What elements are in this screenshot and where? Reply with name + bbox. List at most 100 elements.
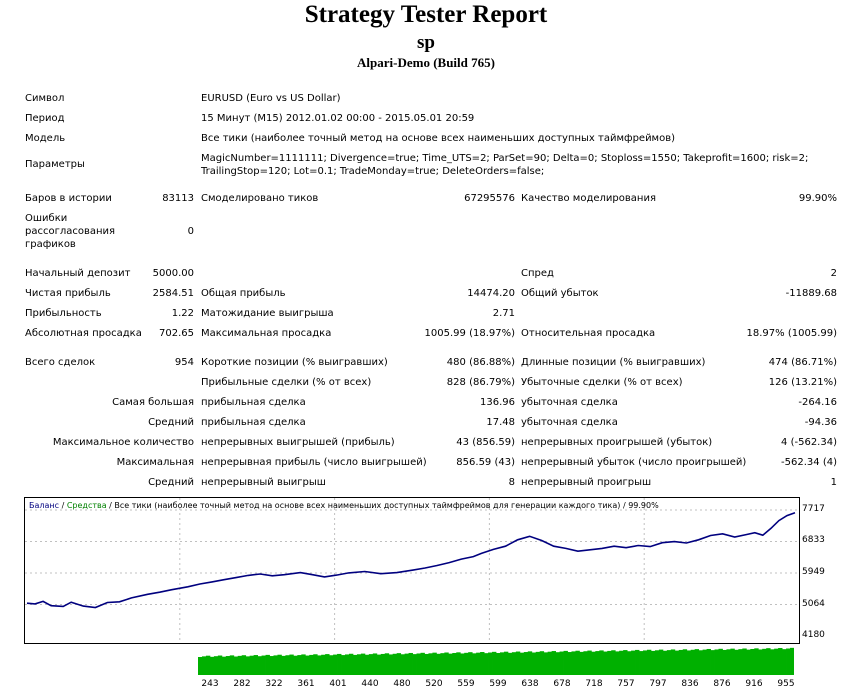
x-tick-label: 836 (681, 679, 699, 689)
volume-bar (356, 654, 362, 675)
volume-bar (690, 649, 696, 675)
volume-bar (416, 653, 421, 675)
volume-bar (396, 653, 402, 675)
volume-bar (615, 651, 620, 675)
deposit-label: Начальный депозит (25, 268, 131, 279)
volume-bar (388, 654, 394, 675)
net-profit-value: 2584.51 (152, 288, 194, 299)
x-tick-label: 599 (489, 679, 507, 689)
volume-bar (309, 654, 314, 675)
volume-bar (488, 652, 493, 675)
volume-bar (507, 652, 513, 675)
volume-bar (790, 647, 794, 675)
volume-bar (221, 656, 227, 675)
max-drawdown-label: Максимальная просадка (201, 328, 332, 339)
abs-drawdown-value: 702.65 (159, 328, 194, 339)
volume-bar (698, 650, 704, 675)
volume-bar (718, 648, 723, 675)
max-consec-profit-label: непрерывная прибыль (число выигрышей) (201, 457, 427, 468)
model-label: Модель (25, 133, 66, 144)
volume-bar (241, 655, 247, 675)
average-profit-value: 17.48 (486, 417, 515, 428)
max-consec-loss-label: непрерывный убыток (число проигрышей) (521, 457, 747, 468)
volume-bar (384, 653, 390, 675)
volume-bar (539, 651, 545, 675)
chart-legend: Баланс / Средства / Все тики (наиболее т… (29, 501, 659, 510)
gross-loss-label: Общий убыток (521, 288, 599, 299)
legend-balance: Баланс (29, 501, 60, 510)
volume-bar (209, 656, 215, 675)
long-positions-value: 474 (86.71%) (768, 357, 837, 368)
legend-description: Все тики (наиболее точный метод на основ… (114, 501, 659, 510)
gross-profit-value: 14474.20 (467, 288, 515, 299)
volume-bar (432, 652, 437, 675)
volume-bar (237, 655, 243, 675)
max-consec-losses-value: 4 (-562.34) (781, 437, 837, 448)
volume-bar (408, 652, 413, 675)
avg-consec-wins-value: 8 (508, 477, 515, 488)
loss-trades-label: Убыточные сделки (% от всех) (521, 377, 683, 388)
volume-bar (579, 651, 584, 675)
volume-bar (313, 654, 318, 675)
max-consec-losses-label: непрерывных проигрышей (убыток) (521, 437, 713, 448)
volume-bar (404, 653, 409, 675)
x-tick-label: 440 (361, 679, 379, 689)
volume-bar (734, 649, 739, 675)
volume-bar (420, 652, 425, 675)
volume-bar (341, 655, 346, 675)
volume-bar (770, 649, 775, 675)
volume-bar (786, 648, 791, 675)
largest-loss-label: убыточная сделка (521, 397, 618, 408)
volume-bar (436, 653, 441, 675)
volume-bar (213, 656, 219, 675)
volume-bar (758, 649, 763, 675)
volume-bar (555, 652, 560, 675)
average-profit-label: прибыльная сделка (201, 417, 306, 428)
largest-profit-label: прибыльная сделка (201, 397, 306, 408)
volume-bar (738, 649, 743, 675)
volume-bar (253, 655, 258, 675)
params-line-1: MagicNumber=1111111; Divergence=true; Ti… (201, 153, 809, 164)
quality-label: Качество моделирования (521, 193, 656, 204)
maximal-label: Максимальная (116, 457, 194, 468)
volume-bar (778, 648, 783, 675)
volume-bar (360, 653, 366, 675)
bars-value: 83113 (162, 193, 194, 204)
volume-bar (424, 653, 429, 675)
errors-value: 0 (187, 226, 194, 237)
volume-bar (527, 651, 533, 675)
volume-bar (217, 655, 223, 675)
y-tick-label: 5064 (802, 598, 825, 609)
volume-bar (317, 655, 322, 675)
legend-separator: / (106, 501, 115, 510)
volume-bar (523, 652, 529, 675)
volume-bar (583, 651, 588, 675)
volume-bar (333, 654, 338, 675)
volume-bar (714, 649, 719, 675)
volume-bar (623, 650, 628, 675)
largest-profit-value: 136.96 (480, 397, 515, 408)
volume-bar (551, 651, 556, 675)
volume-bar (297, 655, 302, 675)
model-value: Все тики (наиболее точный метод на основ… (201, 133, 676, 144)
volume-bar (710, 650, 715, 675)
volume-bar (301, 654, 306, 675)
volume-bar (285, 655, 290, 675)
volume-bar (245, 656, 251, 675)
x-tick-label: 638 (521, 679, 539, 689)
x-tick-label: 797 (649, 679, 667, 689)
balance-chart: Баланс / Средства / Все тики (наиболее т… (24, 497, 800, 644)
short-positions-label: Короткие позиции (% выигравших) (201, 357, 388, 368)
volume-bar (631, 650, 636, 675)
volume-bar (452, 652, 457, 675)
volume-bar (635, 649, 640, 675)
volume-bar (599, 650, 604, 675)
max-drawdown-value: 1005.99 (18.97%) (424, 328, 515, 339)
volume-bar (702, 649, 707, 675)
volume-bar (782, 649, 787, 675)
bars-label: Баров в истории (25, 193, 112, 204)
loss-trades-value: 126 (13.21%) (768, 377, 837, 388)
spread-label: Спред (521, 268, 554, 279)
volume-bar (198, 657, 203, 675)
volume-bar (321, 654, 326, 675)
